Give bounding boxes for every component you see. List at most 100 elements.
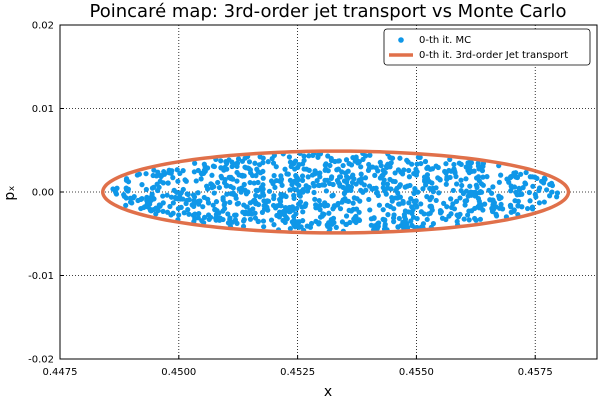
mc-point (226, 157, 232, 163)
mc-point (294, 187, 300, 193)
mc-point (191, 203, 197, 210)
mc-point (260, 182, 266, 188)
mc-point (249, 172, 256, 179)
mc-point (340, 184, 346, 190)
mc-point (165, 180, 171, 186)
mc-point (313, 202, 319, 208)
mc-point (389, 155, 396, 161)
mc-point (130, 195, 136, 201)
mc-point (260, 175, 266, 181)
mc-point (295, 221, 301, 227)
mc-point (409, 204, 415, 210)
mc-point (326, 210, 332, 216)
mc-point (448, 196, 454, 202)
y-axis-label: pₓ (2, 185, 18, 200)
mc-point (253, 201, 259, 207)
mc-point (401, 212, 407, 218)
mc-point (205, 200, 212, 206)
mc-point (524, 205, 531, 212)
mc-point (280, 217, 286, 224)
mc-point (269, 155, 275, 162)
mc-point (476, 178, 482, 184)
mc-point (234, 160, 240, 167)
mc-point (160, 208, 166, 214)
mc-point (247, 216, 254, 222)
mc-point (327, 162, 333, 169)
mc-point (343, 173, 350, 180)
mc-point (184, 191, 190, 197)
mc-point (256, 162, 263, 168)
mc-point (114, 185, 120, 191)
mc-point (335, 179, 342, 185)
mc-point (246, 159, 253, 165)
mc-point (330, 192, 336, 198)
mc-point (196, 198, 202, 204)
mc-point (199, 171, 205, 177)
mc-point (211, 163, 217, 170)
mc-point (221, 167, 227, 173)
mc-point (260, 192, 267, 198)
mc-point (317, 174, 323, 180)
mc-point (496, 179, 502, 185)
mc-point (317, 202, 323, 208)
mc-point (211, 184, 217, 190)
mc-point (472, 215, 478, 222)
mc-point (370, 164, 376, 170)
mc-point (527, 198, 533, 204)
mc-point (499, 206, 506, 212)
mc-point (289, 181, 295, 188)
mc-point (255, 218, 262, 225)
mc-point (292, 166, 298, 172)
mc-point (339, 169, 345, 175)
mc-point (301, 153, 307, 159)
mc-point (467, 164, 473, 170)
mc-point (336, 158, 342, 164)
mc-point (361, 182, 367, 188)
mc-point (247, 179, 253, 186)
mc-point (544, 187, 550, 193)
mc-point (301, 166, 307, 172)
mc-point (308, 220, 315, 227)
mc-point (468, 160, 475, 166)
mc-point (150, 172, 156, 179)
mc-point (496, 195, 502, 202)
mc-point (472, 193, 478, 199)
mc-point (462, 202, 468, 208)
chart-title: Poincaré map: 3rd-order jet transport vs… (90, 1, 567, 22)
mc-point (466, 217, 472, 223)
mc-point (547, 181, 553, 188)
mc-point (211, 190, 217, 196)
mc-point (261, 224, 267, 230)
mc-point (389, 198, 395, 204)
mc-point (480, 163, 486, 170)
y-tick-label: 0.02 (32, 21, 54, 32)
mc-point (384, 181, 391, 187)
mc-point (261, 203, 267, 209)
mc-point (406, 209, 412, 215)
mc-point (273, 177, 280, 184)
y-tick-label: 0.01 (32, 104, 54, 115)
mc-point (516, 185, 522, 191)
mc-point (336, 174, 343, 180)
mc-point (251, 180, 257, 186)
mc-point (314, 178, 320, 184)
mc-point (236, 172, 242, 178)
mc-point (317, 207, 323, 213)
mc-point (157, 203, 163, 209)
mc-point (230, 190, 236, 196)
mc-point (195, 190, 201, 196)
mc-point (421, 174, 428, 180)
mc-point (382, 187, 388, 193)
mc-point (143, 186, 149, 193)
mc-point (287, 177, 294, 183)
mc-point (343, 213, 350, 219)
mc-point (390, 178, 396, 184)
mc-point (123, 185, 129, 191)
mc-point (323, 161, 329, 167)
mc-point (411, 198, 417, 204)
mc-point (175, 205, 181, 212)
mc-point (233, 195, 239, 201)
mc-point (204, 186, 211, 192)
mc-point (409, 222, 415, 229)
mc-point (192, 160, 198, 166)
